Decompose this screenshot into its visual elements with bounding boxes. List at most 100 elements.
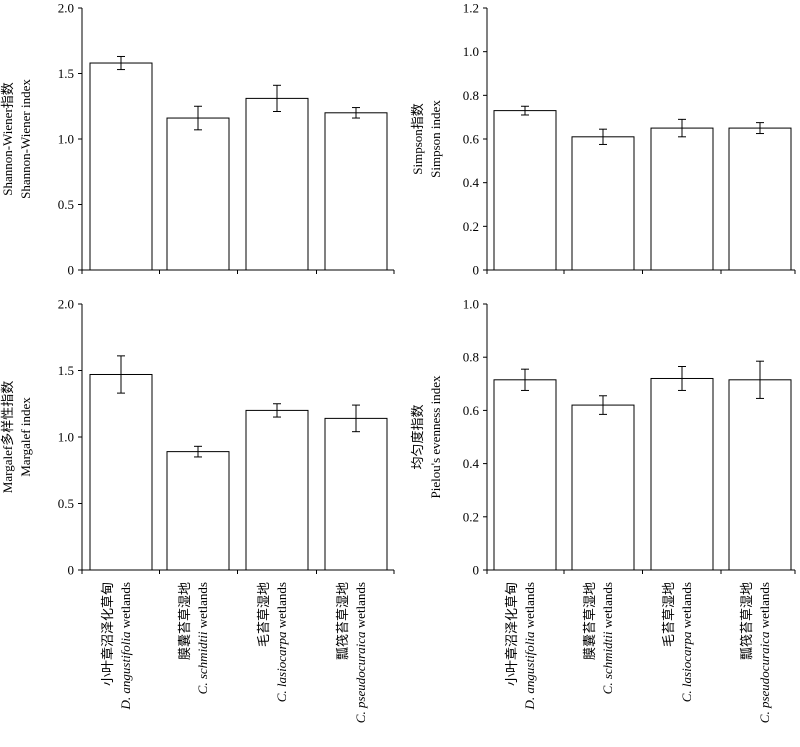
error-bar xyxy=(756,122,764,135)
y-tick-label: 0.4 xyxy=(463,456,480,471)
y-axis-label: Margalef多样性指数 xyxy=(0,381,15,493)
bar xyxy=(728,127,792,271)
species-name: C. schmidtii xyxy=(195,631,210,694)
bar xyxy=(166,451,230,571)
category-label-en: C. lasiocarpa wetlands xyxy=(274,582,289,702)
error-bar xyxy=(352,404,360,433)
y-tick-label: 0.6 xyxy=(463,403,480,418)
y-tick-label: 1.2 xyxy=(463,1,479,16)
category-label-zh: 小叶章沼泽化草甸 xyxy=(504,582,519,686)
category-label: 小叶章沼泽化草甸 D. angustifolia wetlands xyxy=(504,582,537,710)
category-label-en: C. lasiocarpa wetlands xyxy=(679,582,694,702)
species-name: D. angustifolia xyxy=(118,631,133,711)
category-label-zh: 瓢筏苔草湿地 xyxy=(739,582,754,660)
y-tick-label: 0.2 xyxy=(463,219,479,234)
bar xyxy=(493,110,557,271)
error-bar xyxy=(273,84,281,112)
panel-1: 0 0.5 1.0 1.5 2.0 Shannon-Wiener指数 Shannon-Wie… xyxy=(0,1,395,278)
bar xyxy=(245,97,309,271)
error-bar xyxy=(756,360,764,399)
error-bar xyxy=(117,355,125,394)
panel-2: 0 0.2 0.4 0.6 0.8 1.0 1.2 Simpson指数 Simpson inde… xyxy=(410,1,796,278)
y-tick-label: 0.2 xyxy=(463,509,479,524)
y-tick-label: 0 xyxy=(473,563,480,578)
error-bar xyxy=(521,105,529,116)
y-tick-label: 0 xyxy=(473,263,480,278)
category-label-zh: 毛苔草湿地 xyxy=(256,582,271,647)
panel-3: 0 0.5 1.0 1.5 2.0 Margalef多样性指数 Margalef index xyxy=(0,297,395,578)
y-tick-label: 1.0 xyxy=(463,297,479,312)
bar xyxy=(89,62,153,271)
bar xyxy=(324,417,388,571)
category-label: 小叶章沼泽化草甸 D. angustifolia wetlands xyxy=(100,582,133,710)
y-axis-label: Simpson指数 xyxy=(410,103,425,175)
error-bar xyxy=(678,118,686,138)
category-label-zh: 膜囊苔草湿地 xyxy=(177,582,192,660)
wetlands-suffix: wetlands xyxy=(600,582,615,631)
category-label-en: D. angustifolia wetlands xyxy=(522,582,537,710)
y-tick-label: 0 xyxy=(68,563,75,578)
y-tick-label: 1.0 xyxy=(58,132,74,147)
category-label-en: C. pseudocuraica wetlands xyxy=(353,582,368,723)
y-tick-label: 0 xyxy=(68,263,75,278)
species-name: C. pseudocuraica xyxy=(353,631,368,723)
wetlands-suffix: wetlands xyxy=(118,582,133,631)
bar xyxy=(493,379,557,571)
error-bar xyxy=(273,403,281,418)
y-tick-label: 0.6 xyxy=(463,132,480,147)
wetlands-suffix: wetlands xyxy=(195,582,210,631)
species-name: C. pseudocuraica xyxy=(757,631,772,723)
error-bar xyxy=(194,105,202,131)
y-tick-label: 2.0 xyxy=(58,1,74,16)
y-axis-label: Shannon-Wiener指数 xyxy=(0,82,15,196)
category-label-en: C. schmidtii wetlands xyxy=(195,582,210,694)
category-label-en: C. schmidtii wetlands xyxy=(600,582,615,694)
bar xyxy=(324,112,388,271)
y-tick-label: 1.0 xyxy=(58,430,74,445)
error-bar xyxy=(352,107,360,119)
y-tick-label: 1.5 xyxy=(58,66,74,81)
y-axis-label: Simpson index xyxy=(428,100,443,178)
error-bar xyxy=(599,395,607,415)
y-tick-label: 1.0 xyxy=(463,44,479,59)
y-tick-label: 2.0 xyxy=(58,297,74,312)
wetlands-suffix: wetlands xyxy=(679,582,694,631)
error-bar xyxy=(678,366,686,391)
category-label-en: D. angustifolia wetlands xyxy=(118,582,133,710)
species-name: C. lasiocarpa xyxy=(679,631,694,702)
category-label-zh: 膜囊苔草湿地 xyxy=(582,582,597,660)
y-axis-label: 均匀度指数 xyxy=(410,404,425,469)
y-tick-label: 0.8 xyxy=(463,88,479,103)
bar xyxy=(728,379,792,571)
error-bar xyxy=(117,55,125,71)
y-tick-label: 0.8 xyxy=(463,350,479,365)
bar xyxy=(571,404,635,571)
bar xyxy=(650,127,714,271)
bar xyxy=(650,377,714,571)
species-name: D. angustifolia xyxy=(522,631,537,711)
error-bar xyxy=(521,368,529,391)
y-tick-label: 0.4 xyxy=(463,175,480,190)
y-axis-label: Shannon-Wiener index xyxy=(18,79,33,199)
y-tick-label: 0.5 xyxy=(58,496,74,511)
error-bar xyxy=(599,128,607,145)
category-label-zh: 小叶章沼泽化草甸 xyxy=(100,582,115,686)
y-axis-label: Pielou's evenness index xyxy=(428,375,443,498)
species-name: C. lasiocarpa xyxy=(274,631,289,702)
bar xyxy=(89,373,153,571)
y-tick-label: 1.5 xyxy=(58,363,74,378)
category-label-zh: 毛苔草湿地 xyxy=(661,582,676,647)
panel-4: 0 0.2 0.4 0.6 0.8 1.0 均匀度指数 Pielou's evenness i… xyxy=(410,297,796,578)
bar xyxy=(166,117,230,271)
wetlands-suffix: wetlands xyxy=(274,582,289,631)
bar xyxy=(571,136,635,271)
error-bar xyxy=(194,445,202,458)
wetlands-suffix: wetlands xyxy=(757,582,772,631)
y-tick-label: 0.5 xyxy=(58,197,74,212)
